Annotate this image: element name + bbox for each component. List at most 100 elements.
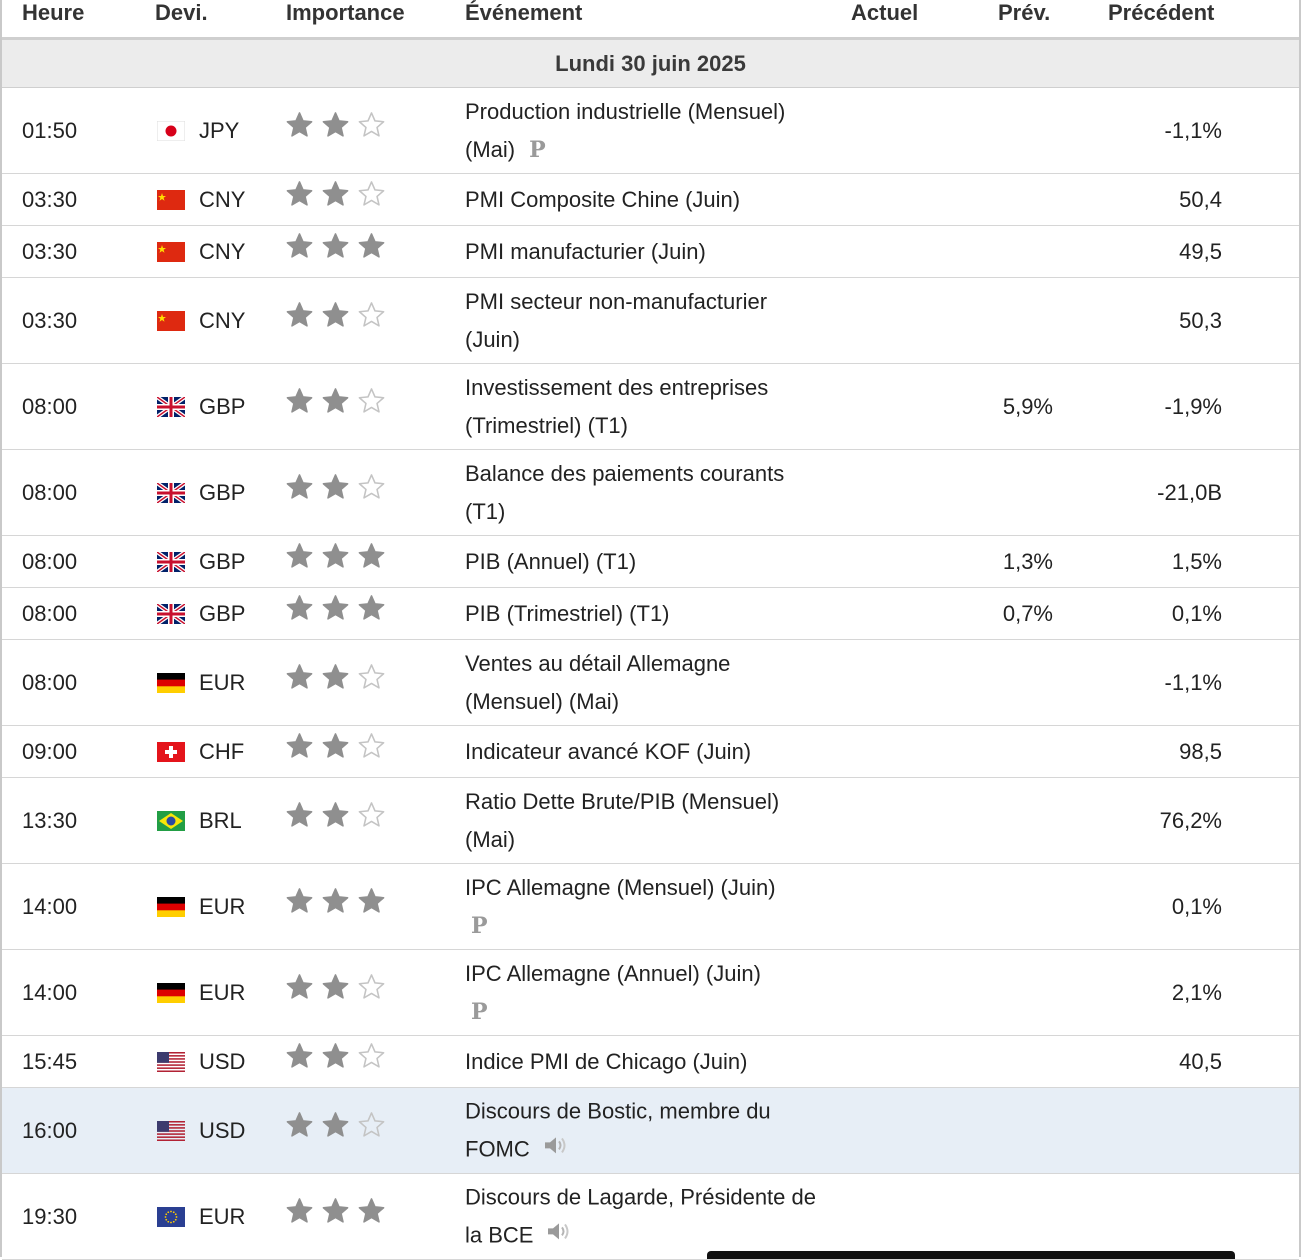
star-empty-icon [357, 662, 386, 703]
star-empty-icon [357, 972, 386, 1013]
event-cell: IPC Allemagne (Annuel) (Juin) P [465, 955, 825, 1031]
table-row[interactable]: 14:00 EUR IPC Allemagne (Annuel) (Juin) P… [2, 950, 1299, 1036]
event-title[interactable]: Discours de Bostic, membre du FOMC [465, 1097, 771, 1161]
event-title[interactable]: PMI manufacturier (Juin) [465, 238, 706, 264]
currency-code: CNY [199, 238, 246, 264]
previous-value: 40,5 [1179, 1048, 1222, 1074]
event-time: 08:00 [22, 669, 78, 695]
currency-code: CNY [199, 307, 246, 333]
column-header-prev[interactable]: Prév. [998, 0, 1051, 25]
table-row[interactable]: 09:00 CHF Indicateur avancé KOF (Juin) 9… [2, 726, 1299, 778]
currency-code: BRL [199, 807, 242, 833]
table-row[interactable]: 08:00 GBP Balance des paiements courants… [2, 450, 1299, 536]
currency-code: USD [199, 1117, 246, 1143]
table-row[interactable]: 03:30 CNY PMI secteur non-manufacturier … [2, 278, 1299, 364]
importance-stars [285, 662, 386, 703]
star-empty-icon [357, 300, 386, 341]
previous-value: 50,3 [1179, 307, 1222, 333]
event-title[interactable]: Indice PMI de Chicago (Juin) [465, 1048, 748, 1074]
table-row[interactable]: 14:00 EUR IPC Allemagne (Mensuel) (Juin)… [2, 864, 1299, 950]
star-filled-icon [357, 1196, 386, 1237]
importance-stars [285, 231, 386, 272]
star-filled-icon [321, 972, 350, 1013]
star-filled-icon [357, 541, 386, 582]
table-row[interactable]: 03:30 CNY PMI manufacturier (Juin) 49,5 [2, 226, 1299, 278]
event-title[interactable]: IPC Allemagne (Annuel) (Juin) [465, 960, 761, 986]
event-time: 09:00 [22, 738, 78, 764]
event-cell: PIB (Annuel) (T1) [465, 543, 825, 581]
gb-flag-icon [155, 601, 187, 626]
gb-flag-icon [155, 394, 187, 419]
star-filled-icon [285, 541, 314, 582]
table-row[interactable]: 16:00 USD Discours de Bostic, membre du … [2, 1088, 1299, 1174]
star-filled-icon [321, 1041, 350, 1082]
event-time: 13:30 [22, 807, 78, 833]
star-filled-icon [285, 179, 314, 220]
table-row[interactable]: 13:30 BRL Ratio Dette Brute/PIB (Mensuel… [2, 778, 1299, 864]
event-cell: PIB (Trimestriel) (T1) [465, 595, 825, 633]
event-cell: Indice PMI de Chicago (Juin) [465, 1043, 825, 1081]
event-cell: PMI Composite Chine (Juin) [465, 181, 825, 219]
previous-value: -21,0B [1157, 479, 1222, 505]
event-title[interactable]: Production industrielle (Mensuel) (Mai) [465, 98, 786, 162]
event-title[interactable]: Balance des paiements courants (T1) [465, 460, 785, 524]
preliminary-icon: P [471, 998, 488, 1025]
star-filled-icon [285, 800, 314, 841]
table-row[interactable]: 08:00 GBP PIB (Trimestriel) (T1) 0,7% 0,… [2, 588, 1299, 640]
event-title[interactable]: Investissement des entreprises (Trimestr… [465, 374, 769, 438]
event-time: 08:00 [22, 479, 78, 505]
event-title[interactable]: PMI secteur non-manufacturier (Juin) [465, 288, 768, 352]
event-title[interactable]: PIB (Trimestriel) (T1) [465, 600, 670, 626]
column-header-heure[interactable]: Heure [22, 0, 85, 25]
importance-stars [285, 386, 386, 427]
column-header-importance[interactable]: Importance [286, 0, 405, 25]
table-row[interactable]: 03:30 CNY PMI Composite Chine (Juin) 50,… [2, 174, 1299, 226]
star-filled-icon [321, 110, 350, 151]
event-title[interactable]: Ventes au détail Allemagne (Mensuel) (Ma… [465, 650, 731, 714]
column-header-evenement[interactable]: Événement [465, 0, 583, 25]
importance-stars [285, 541, 386, 582]
star-filled-icon [321, 886, 350, 927]
star-filled-icon [285, 472, 314, 513]
importance-stars [285, 886, 386, 927]
importance-stars [285, 1196, 386, 1237]
event-title[interactable]: Discours de Lagarde, Présidente de la BC… [465, 1183, 816, 1247]
event-title[interactable]: IPC Allemagne (Mensuel) (Juin) [465, 874, 776, 900]
table-row[interactable]: 08:00 GBP Investissement des entreprises… [2, 364, 1299, 450]
event-title[interactable]: PMI Composite Chine (Juin) [465, 186, 741, 212]
importance-stars [285, 593, 386, 634]
event-title[interactable]: Ratio Dette Brute/PIB (Mensuel) (Mai) [465, 788, 780, 852]
currency-code: GBP [199, 393, 246, 419]
star-filled-icon [321, 593, 350, 634]
previous-value: -1,1% [1164, 669, 1222, 695]
currency-code: EUR [199, 1203, 246, 1229]
column-header-actuel[interactable]: Actuel [851, 0, 919, 25]
star-empty-icon [357, 1110, 386, 1151]
table-row[interactable]: 08:00 EUR Ventes au détail Allemagne (Me… [2, 640, 1299, 726]
star-empty-icon [357, 179, 386, 220]
star-filled-icon [285, 1110, 314, 1151]
column-header-devise[interactable]: Devi. [155, 0, 208, 25]
table-row[interactable]: 15:45 USD Indice PMI de Chicago (Juin) 4… [2, 1036, 1299, 1088]
event-time: 15:45 [22, 1048, 78, 1074]
table-row[interactable]: 08:00 GBP PIB (Annuel) (T1) 1,3% 1,5% [2, 536, 1299, 588]
previous-value: 0,1% [1171, 600, 1222, 626]
eu-flag-icon [157, 1206, 185, 1227]
preliminary-icon: P [471, 912, 488, 939]
star-filled-icon [321, 472, 350, 513]
star-filled-icon [285, 386, 314, 427]
cn-flag-icon [157, 241, 185, 262]
star-empty-icon [357, 110, 386, 151]
de-flag-icon [157, 896, 185, 917]
column-header-precedent[interactable]: Précédent [1108, 0, 1215, 25]
event-cell: Ventes au détail Allemagne (Mensuel) (Ma… [465, 645, 825, 721]
event-title[interactable]: PIB (Annuel) (T1) [465, 548, 637, 574]
table-row[interactable]: 01:50 JPY Production industrielle (Mensu… [2, 88, 1299, 174]
event-title[interactable]: Indicateur avancé KOF (Juin) [465, 738, 752, 764]
table-row[interactable]: 19:30 EUR Discours de Lagarde, Président… [2, 1174, 1299, 1260]
importance-stars [285, 472, 386, 513]
star-filled-icon [357, 231, 386, 272]
importance-stars [285, 800, 386, 841]
cn-flag-icon [157, 310, 185, 331]
